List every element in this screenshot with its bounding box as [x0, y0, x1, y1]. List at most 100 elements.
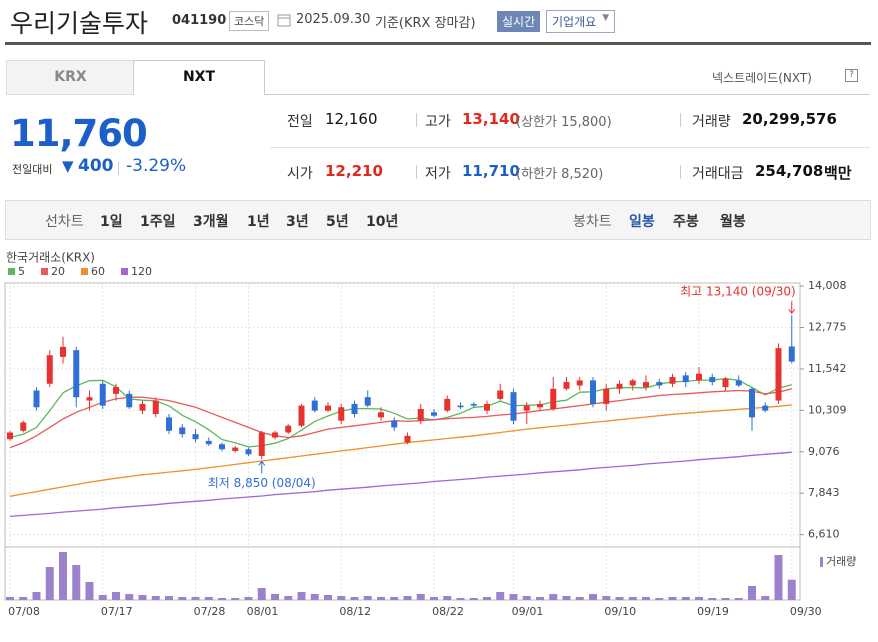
x-tick-label: 08/01 — [247, 605, 279, 618]
calendar-icon — [277, 14, 291, 27]
candle-body — [113, 387, 119, 394]
volume-bar — [271, 594, 279, 600]
candle-body — [298, 405, 305, 426]
candle-body — [696, 373, 702, 381]
volume-bar — [642, 597, 650, 600]
legend-swatch — [81, 268, 88, 275]
volume-bar — [602, 596, 611, 600]
ma-line — [9, 404, 792, 497]
volume-bar — [112, 592, 120, 600]
period-option[interactable]: 주봉 — [673, 214, 699, 230]
volume-bar — [377, 597, 385, 600]
volume-legend: 거래량 — [826, 555, 856, 568]
candle-body — [351, 403, 358, 414]
y-tick-label: 10,309 — [808, 403, 847, 416]
candle-body — [391, 420, 398, 428]
candle-body — [762, 405, 769, 411]
candle-body — [669, 377, 676, 384]
x-tick-label: 07/28 — [194, 605, 226, 618]
realtime-button[interactable]: 실시간 — [497, 11, 541, 32]
stat-label: 시가 — [287, 166, 313, 182]
candle-body — [126, 393, 133, 408]
volume-bar — [708, 598, 717, 600]
date: 2025.09.30 — [296, 12, 371, 27]
header-rule — [5, 42, 871, 45]
candle-body — [99, 383, 106, 406]
volume-bar — [443, 596, 452, 600]
x-tick-label: 07/08 — [8, 605, 40, 618]
stock-code: 041190 — [172, 13, 227, 28]
x-tick-label: 09/10 — [604, 605, 636, 618]
x-tick-label: 07/17 — [101, 605, 133, 618]
y-tick-label: 14,008 — [808, 279, 847, 292]
ma-line — [9, 388, 792, 449]
candle-body — [272, 432, 278, 438]
period-option[interactable]: 1년 — [247, 214, 270, 230]
candle-body — [364, 397, 371, 406]
volume-bar — [721, 598, 730, 600]
candle-body — [219, 444, 225, 450]
volume-bar — [668, 597, 677, 600]
period-option[interactable]: 3개월 — [193, 214, 229, 230]
candle-body — [378, 412, 384, 418]
volume-bar — [297, 592, 306, 600]
volume-bar — [45, 567, 54, 600]
period-option[interactable]: 5년 — [326, 214, 349, 230]
stat-value: 12,210 — [325, 162, 383, 180]
help-icon[interactable]: ? — [845, 69, 858, 82]
stock-title: 우리기술투자 — [10, 9, 149, 38]
stat-value: 12,160 — [325, 110, 378, 128]
separator — [680, 165, 681, 179]
volume-bar — [284, 596, 293, 600]
down-arrow: ▼ — [62, 157, 74, 175]
legend-swatch — [8, 268, 15, 275]
tab-rule — [264, 94, 870, 95]
separator — [416, 165, 417, 179]
candle-body — [444, 398, 451, 411]
period-option[interactable]: 1주일 — [140, 214, 176, 230]
volume-bar — [416, 594, 425, 600]
basis: 기준(KRX 장마감) — [375, 16, 476, 31]
volume-bar — [85, 582, 94, 600]
nxt-link[interactable]: 넥스트레이드(NXT) — [712, 71, 812, 85]
volume-bar — [151, 596, 160, 600]
low-arrow — [258, 460, 266, 474]
period-option[interactable]: 10년 — [366, 214, 399, 230]
period-option[interactable]: 월봉 — [720, 214, 746, 230]
period-option[interactable]: 1일 — [100, 214, 123, 230]
candle-body — [682, 375, 689, 383]
change-rate: -3.29% — [126, 156, 187, 176]
candle-body — [205, 440, 212, 445]
volume-bar — [231, 598, 240, 600]
candle-body — [510, 392, 517, 421]
y-tick-label: 11,542 — [808, 362, 847, 375]
stat-unit: 백만 — [824, 164, 852, 182]
candle-body — [179, 427, 186, 435]
candle-body — [46, 355, 53, 384]
stat-note: (하한가 8,520) — [516, 167, 604, 182]
candle-body — [7, 432, 13, 440]
volume-bar — [191, 597, 200, 600]
candle-body — [192, 434, 199, 440]
volume-bar — [138, 595, 147, 600]
candle-body — [629, 380, 636, 386]
tab-krx[interactable]: KRX — [6, 60, 135, 95]
low-annotation: 최저 8,850 (08/04) — [208, 476, 316, 490]
period-option[interactable]: 일봉 — [629, 214, 655, 230]
legend-label: 60 — [91, 265, 105, 278]
separator — [416, 113, 417, 127]
company-button[interactable]: 기업개요 ▼ — [546, 10, 616, 33]
market-badge: 코스닥 — [229, 11, 270, 31]
volume-bar — [218, 598, 226, 600]
period-bar — [5, 200, 871, 240]
stat-value: 13,140 — [462, 110, 520, 128]
period-option[interactable]: 3년 — [286, 214, 309, 230]
volume-bar — [496, 592, 505, 600]
candle-body — [709, 377, 716, 383]
stat-value: 254,708 — [755, 162, 824, 180]
candle-body — [431, 412, 437, 416]
separator — [680, 113, 681, 127]
candle-body — [603, 388, 610, 404]
stat-label: 고가 — [425, 114, 451, 130]
tab-nxt[interactable]: NXT — [133, 60, 265, 95]
